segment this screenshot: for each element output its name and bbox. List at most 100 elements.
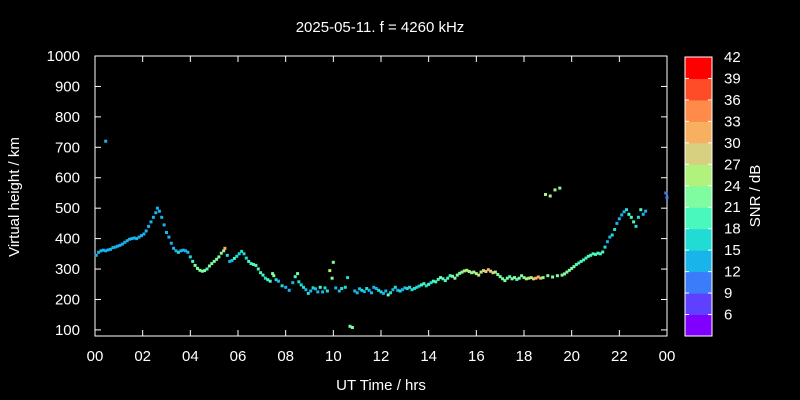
- y-tick-label: 700: [55, 139, 80, 156]
- data-point: [299, 283, 303, 287]
- data-point: [101, 248, 105, 252]
- data-point: [439, 276, 443, 280]
- data-point: [403, 286, 407, 290]
- data-point: [287, 288, 291, 292]
- data-point: [160, 215, 164, 219]
- colorbar-tick-label: 24: [724, 178, 741, 195]
- data-point: [622, 210, 626, 214]
- data-point: [644, 209, 648, 213]
- data-point: [367, 288, 371, 292]
- data-point: [323, 286, 327, 290]
- data-point: [215, 257, 219, 261]
- data-point: [203, 269, 207, 273]
- data-point: [613, 228, 617, 231]
- data-point: [412, 287, 416, 290]
- data-point: [296, 272, 300, 276]
- y-tick-labels: 100 200 300 400 500 600 700 800 900 1000: [47, 48, 80, 339]
- data-point: [355, 291, 359, 295]
- data-point: [446, 276, 450, 280]
- data-point: [629, 215, 633, 219]
- data-point: [553, 188, 557, 192]
- data-point: [615, 221, 619, 225]
- data-point: [381, 291, 385, 295]
- data-point: [280, 284, 284, 288]
- data-point: [104, 249, 108, 253]
- data-point: [118, 243, 122, 247]
- x-tick-label: 04: [182, 348, 199, 365]
- data-point: [362, 290, 366, 294]
- data-point: [424, 284, 428, 288]
- data-point: [147, 224, 151, 228]
- data-point: [268, 279, 272, 283]
- data-point: [210, 262, 214, 266]
- data-point: [274, 278, 278, 282]
- data-point: [306, 291, 310, 295]
- y-tick-label: 600: [55, 170, 80, 187]
- y-tick-label: 800: [55, 109, 80, 126]
- data-point: [522, 276, 526, 280]
- data-point: [222, 249, 226, 253]
- colorbar-segment: [685, 314, 712, 337]
- data-point: [632, 220, 636, 224]
- data-point: [244, 256, 248, 260]
- data-point: [467, 270, 471, 273]
- data-point: [348, 324, 352, 328]
- data-point: [636, 215, 640, 219]
- data-point: [165, 231, 168, 234]
- data-point: [491, 271, 495, 275]
- data-point: [591, 252, 595, 256]
- data-point: [325, 289, 329, 293]
- data-point: [223, 246, 227, 250]
- data-point: [465, 268, 469, 272]
- data-point: [193, 263, 197, 267]
- data-point: [198, 268, 202, 272]
- x-tick-label: 16: [468, 348, 485, 365]
- data-point: [353, 289, 357, 293]
- y-axis-label: Virtual height / km: [6, 137, 23, 257]
- data-point: [328, 269, 332, 273]
- data-point: [420, 283, 423, 287]
- data-point: [162, 223, 166, 227]
- data-point: [316, 290, 320, 294]
- data-point: [517, 276, 521, 280]
- data-point: [372, 285, 376, 289]
- data-point: [505, 276, 509, 280]
- colorbar: [684, 56, 713, 337]
- data-point: [154, 211, 158, 215]
- data-point: [137, 235, 141, 239]
- data-point: [230, 259, 234, 262]
- chart-title: 2025-05-11. f = 4260 kHz: [296, 19, 465, 36]
- data-point: [558, 186, 562, 190]
- data-point: [330, 276, 334, 280]
- colorbar-segment: [685, 99, 712, 122]
- data-point: [261, 273, 265, 277]
- x-tick-label: 02: [134, 348, 151, 365]
- data-point: [237, 252, 241, 256]
- data-point: [455, 273, 459, 277]
- x-tick-label: 12: [373, 348, 390, 365]
- data-point: [515, 277, 519, 281]
- data-point: [259, 271, 263, 275]
- data-point: [311, 286, 315, 290]
- data-point: [627, 212, 631, 216]
- data-point: [293, 275, 297, 279]
- data-point: [427, 282, 431, 286]
- data-point: [225, 253, 229, 257]
- data-point: [563, 272, 566, 276]
- data-point: [584, 256, 588, 260]
- y-tick-label: 1000: [47, 48, 80, 65]
- data-point: [116, 244, 120, 248]
- data-point: [358, 287, 361, 291]
- data-point: [291, 281, 295, 285]
- data-point: [212, 259, 216, 263]
- y-tick-label: 500: [55, 200, 80, 217]
- data-point: [598, 252, 602, 256]
- colorbar-segment: [685, 293, 712, 316]
- data-point: [498, 275, 502, 279]
- colorbar-segment: [685, 121, 712, 144]
- data-point: [104, 139, 108, 143]
- colorbar-tick-label: 42: [724, 49, 741, 66]
- data-point: [586, 254, 590, 258]
- data-point: [605, 240, 609, 244]
- data-point: [601, 250, 605, 254]
